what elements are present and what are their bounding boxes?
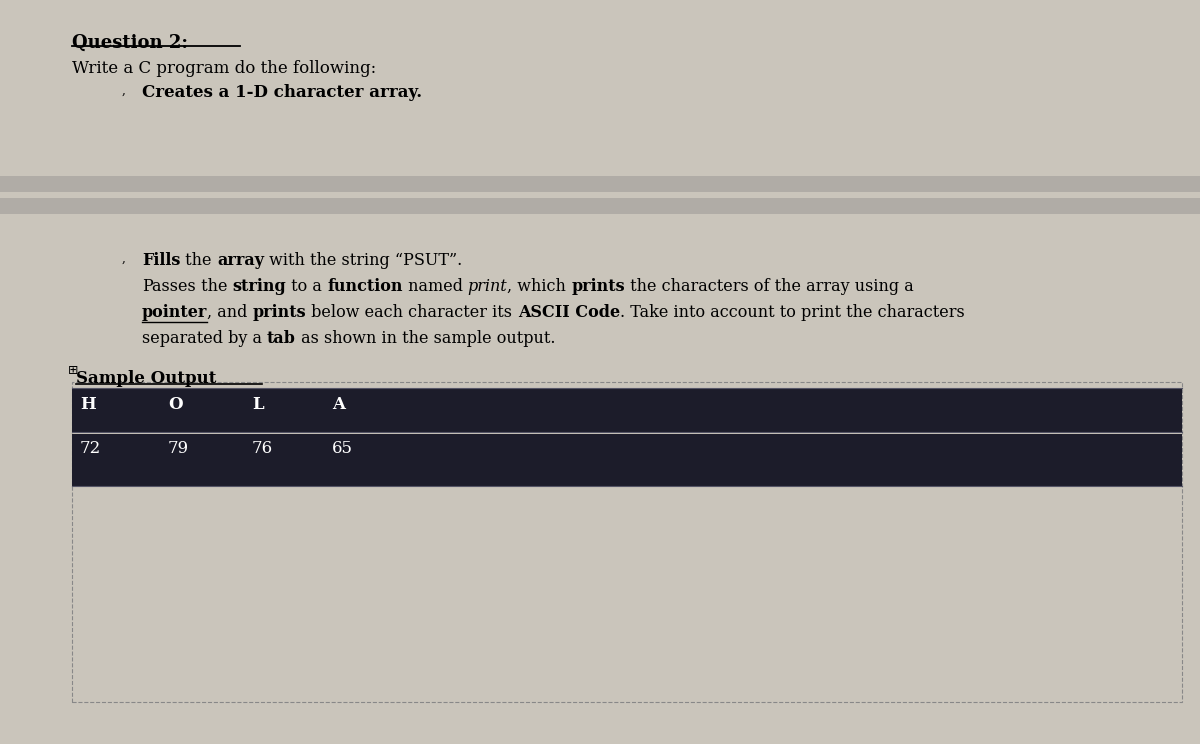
Text: the: the (196, 278, 233, 295)
Text: Creates a 1-D character array.: Creates a 1-D character array. (142, 84, 422, 101)
Text: L: L (252, 396, 264, 413)
Text: Fills: Fills (142, 252, 180, 269)
Text: , which: , which (508, 278, 571, 295)
Text: ⊞: ⊞ (68, 364, 78, 377)
Text: Write a C program do the following:: Write a C program do the following: (72, 60, 377, 77)
Text: named: named (403, 278, 468, 295)
Text: O: O (168, 396, 182, 413)
Text: 72: 72 (80, 440, 101, 457)
Text: prints: prints (571, 278, 625, 295)
Text: Sample Output: Sample Output (76, 370, 216, 387)
Text: print: print (468, 278, 508, 295)
Text: . Take into account to print the characters: . Take into account to print the charact… (619, 304, 965, 321)
Text: string: string (233, 278, 286, 295)
Text: with the string “PSUT”.: with the string “PSUT”. (264, 252, 462, 269)
Bar (72, 388, 1182, 432)
Text: as shown in the sample output.: as shown in the sample output. (296, 330, 556, 347)
Text: tab: tab (268, 330, 296, 347)
Text: 76: 76 (252, 440, 274, 457)
Text: function: function (328, 278, 403, 295)
Text: array: array (217, 252, 264, 269)
Bar (72, 382, 1182, 702)
Bar (72, 434, 1182, 486)
Text: below each character its: below each character its (306, 304, 517, 321)
Bar (0, 176, 1200, 192)
Text: 65: 65 (332, 440, 353, 457)
Text: to a: to a (286, 278, 328, 295)
Text: A: A (332, 396, 346, 413)
Text: Question 2:: Question 2: (72, 34, 188, 52)
Text: ASCII Code: ASCII Code (517, 304, 619, 321)
Text: separated by a: separated by a (142, 330, 268, 347)
Text: H: H (80, 396, 96, 413)
Text: Passes: Passes (142, 278, 196, 295)
Text: ,: , (122, 252, 126, 265)
Text: 79: 79 (168, 440, 190, 457)
Text: the: the (180, 252, 217, 269)
Text: , and: , and (208, 304, 253, 321)
Text: ,: , (122, 84, 126, 97)
Text: pointer: pointer (142, 304, 208, 321)
Bar (0, 198, 1200, 214)
Text: the characters of the array using a: the characters of the array using a (625, 278, 913, 295)
Text: prints: prints (253, 304, 306, 321)
